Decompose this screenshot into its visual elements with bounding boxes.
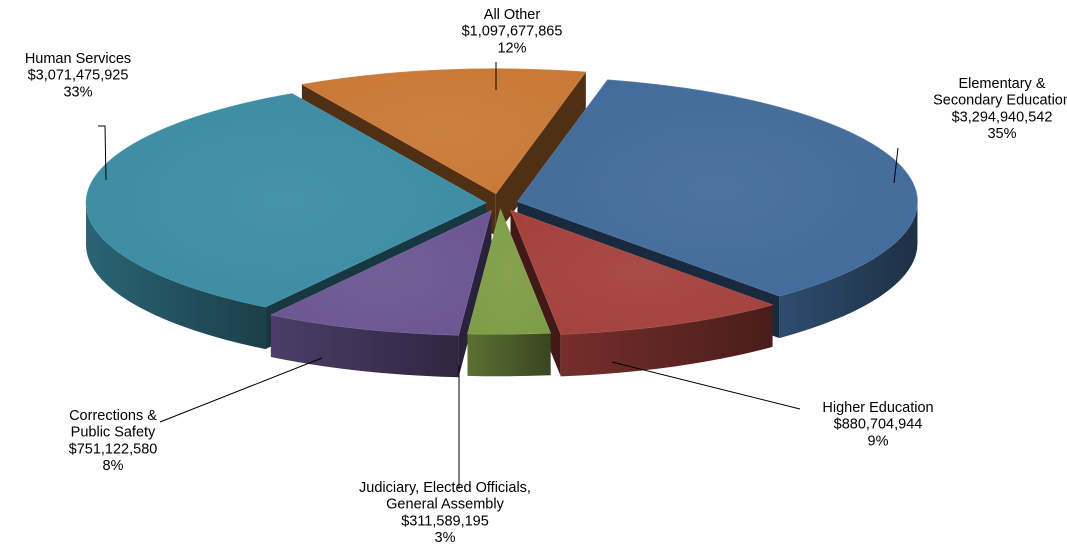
slice-wall-corrections-public-safety: [270, 314, 459, 378]
slice-name-text: Human Services: [25, 51, 131, 67]
pie-top-faces: [85, 68, 918, 336]
slice-wall-elementary-secondary-education: [779, 201, 918, 339]
slice-judiciary-elected-officials-general-assembly: [467, 208, 552, 335]
slice-higher-education: [510, 209, 774, 335]
slice-label-judiciary-elected-officials-general-assembly: Judiciary, Elected Officials, General Ass…: [359, 480, 531, 546]
leader-line-corrections-public-safety: [159, 357, 323, 423]
slice-name-text: Elementary &: [958, 76, 1045, 92]
slice-labels: All Other $1,097,677,865 12% Elementary & Se…: [25, 7, 1067, 546]
slice-name-text: General Assembly: [386, 497, 504, 513]
slice-corrections-public-safety: [269, 210, 492, 336]
slice-label-all-other: All Other $1,097,677,865 12%: [462, 7, 563, 56]
slice-name-text: Higher Education: [822, 400, 933, 416]
slice-label-human-services: Human Services $3,071,475,925 33%: [25, 51, 131, 100]
slice-label-higher-education: Higher Education $880,704,944 9%: [822, 400, 933, 449]
slice-wall-human-services: [86, 202, 266, 350]
slice-elementary-secondary-education: [516, 79, 918, 297]
slice-name-text: All Other: [484, 7, 541, 23]
leader-line-elementary-secondary-education: [893, 147, 899, 184]
slice-label-elementary-secondary-education: Elementary & Secondary Education $3,294,94…: [933, 76, 1067, 142]
slice-name-text: Corrections &: [69, 408, 157, 424]
slice-wall-judiciary-elected-officials-general-assembly: [467, 333, 551, 377]
slice-amount-text: $751,122,580: [69, 441, 158, 457]
slice-cut-face-all-other: [495, 71, 586, 236]
slice-all-other: [301, 68, 587, 195]
leader-line-human-services: [98, 125, 107, 181]
slice-name-text: Judiciary, Elected Officials,: [359, 480, 531, 496]
slice-label-corrections-public-safety: Corrections & Public Safety $751,122,580 8%: [69, 408, 158, 474]
slice-wall-higher-education: [560, 304, 773, 377]
slice-amount-text: $3,294,940,542: [952, 109, 1053, 125]
slice-name-text: Public Safety: [71, 425, 156, 441]
slice-percent-text: 33%: [63, 84, 92, 100]
slice-percent-text: 3%: [435, 530, 456, 546]
slice-amount-text: $311,589,195: [401, 513, 489, 529]
leader-line-higher-education: [611, 361, 801, 410]
slice-percent-text: 35%: [987, 126, 1016, 142]
slice-human-services: [85, 93, 487, 308]
slice-percent-text: 12%: [497, 40, 526, 56]
leader-lines: [98, 62, 899, 489]
slice-name-text: Secondary Education: [933, 93, 1067, 109]
slice-amount-text: $3,071,475,925: [28, 68, 129, 84]
slice-percent-text: 8%: [103, 458, 124, 474]
slice-amount-text: $880,704,944: [834, 417, 923, 433]
slice-amount-text: $1,097,677,865: [462, 24, 563, 40]
slice-percent-text: 9%: [868, 433, 889, 449]
